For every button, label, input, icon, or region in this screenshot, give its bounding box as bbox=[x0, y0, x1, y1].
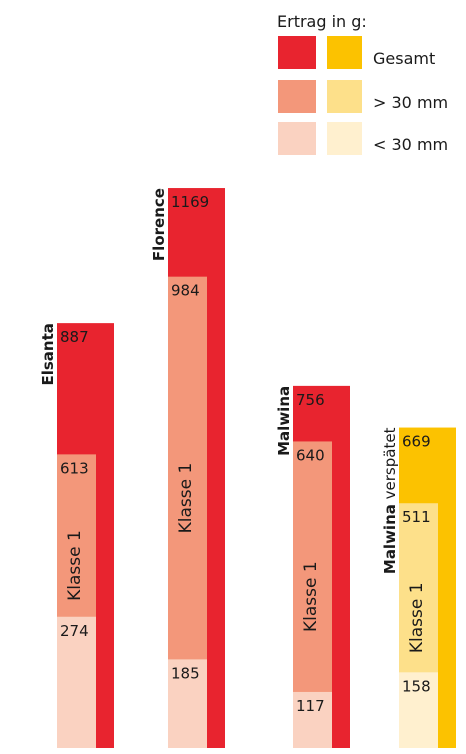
series-name: Elsanta bbox=[39, 323, 57, 385]
series-name-suffix: verspätet bbox=[381, 427, 399, 504]
bars-layer: 887 613 274 Klasse 1 Elsanta 1169 984 185 Klasse… bbox=[39, 188, 456, 748]
value-label-gt30: 640 bbox=[296, 446, 325, 464]
class-label: Klasse 1 bbox=[176, 463, 196, 534]
legend-title: Ertrag in g: bbox=[277, 12, 367, 31]
bar-group: 756 640 117 Klasse 1 Malwina bbox=[275, 385, 350, 748]
legend-entry-label: Gesamt bbox=[373, 49, 435, 68]
series-name: Florence bbox=[150, 188, 168, 261]
legend-entry-label: > 30 mm bbox=[373, 93, 448, 112]
value-label-gt30: 984 bbox=[171, 282, 200, 300]
bar-lt30 bbox=[168, 659, 207, 748]
value-label-gesamt: 1169 bbox=[171, 193, 209, 211]
bar-lt30 bbox=[57, 616, 96, 748]
legend-swatch-yellow bbox=[327, 80, 362, 113]
series-name-label: Elsanta bbox=[39, 323, 57, 385]
value-label-gesamt: 756 bbox=[296, 391, 325, 409]
value-label-gesamt: 887 bbox=[60, 328, 89, 346]
legend-swatch-yellow bbox=[327, 122, 362, 155]
legend-swatch-red bbox=[278, 36, 316, 69]
value-label-lt30: 117 bbox=[296, 697, 325, 715]
legend-swatch-red bbox=[278, 122, 316, 155]
class-label: Klasse 1 bbox=[407, 582, 427, 653]
legend-swatch-yellow bbox=[327, 36, 362, 69]
series-name: Malwina bbox=[275, 386, 293, 456]
bar-group: 669 511 158 Klasse 1 Malwina verspätet bbox=[381, 427, 456, 748]
value-label-lt30: 185 bbox=[171, 664, 200, 682]
legend: Ertrag in g: Gesamt > 30 mm < 30 mm bbox=[277, 12, 448, 155]
legend-entry-label: < 30 mm bbox=[373, 135, 448, 154]
value-label-gt30: 613 bbox=[60, 459, 89, 477]
value-label-lt30: 274 bbox=[60, 622, 89, 640]
bar-lt30 bbox=[293, 691, 332, 748]
bar-group: 887 613 274 Klasse 1 Elsanta bbox=[39, 323, 114, 748]
value-label-gesamt: 669 bbox=[402, 433, 431, 451]
value-label-gt30: 511 bbox=[402, 508, 431, 526]
series-name: Malwina bbox=[381, 504, 399, 574]
series-name-label: Florence bbox=[150, 188, 168, 261]
bar-group: 1169 984 185 Klasse 1 Florence bbox=[150, 188, 225, 748]
class-label: Klasse 1 bbox=[65, 530, 85, 601]
series-name-label: Malwina bbox=[275, 386, 293, 456]
legend-swatch-red bbox=[278, 80, 316, 113]
series-name-label: Malwina verspätet bbox=[381, 427, 399, 574]
class-label: Klasse 1 bbox=[301, 561, 321, 632]
bar-lt30 bbox=[399, 672, 438, 748]
value-label-lt30: 158 bbox=[402, 677, 431, 695]
